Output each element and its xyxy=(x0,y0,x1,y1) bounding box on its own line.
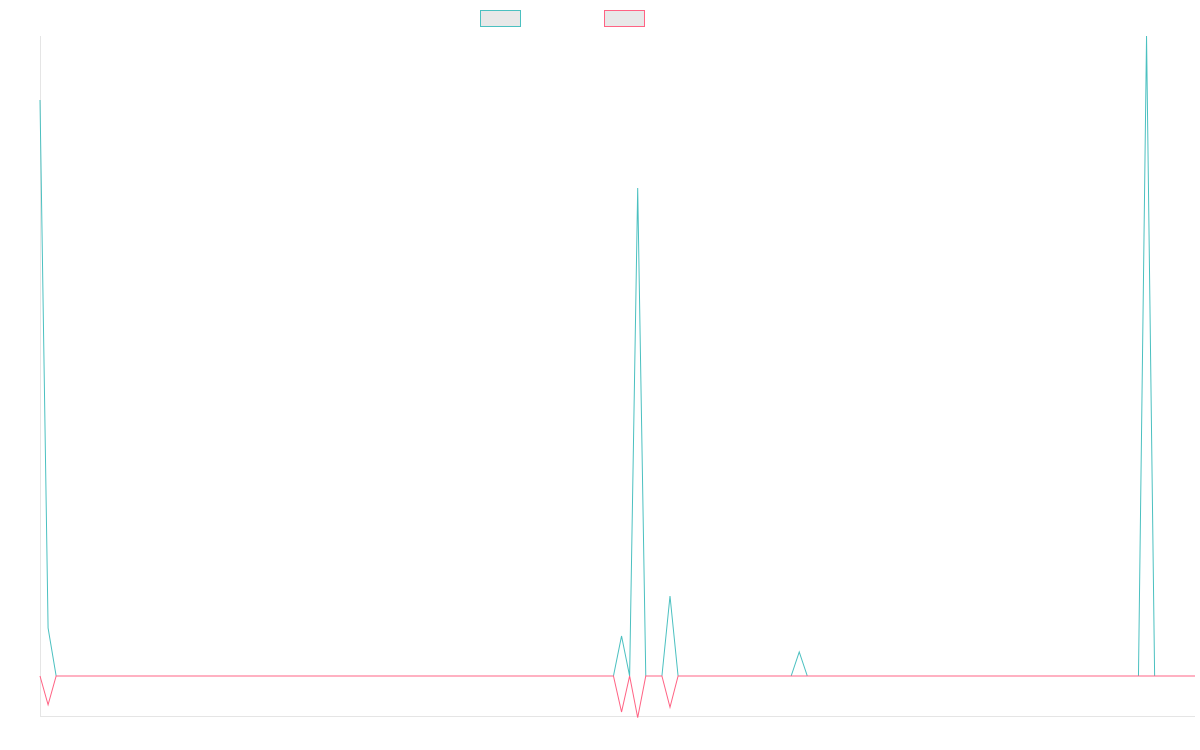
axes xyxy=(40,36,1195,717)
series-line-2 xyxy=(39,675,1195,718)
series-line-1 xyxy=(39,35,1195,677)
legend-swatch-1[interactable] xyxy=(480,10,521,27)
legend-swatch-2[interactable] xyxy=(604,10,645,27)
legend xyxy=(480,10,645,27)
series-layer xyxy=(39,35,1195,718)
